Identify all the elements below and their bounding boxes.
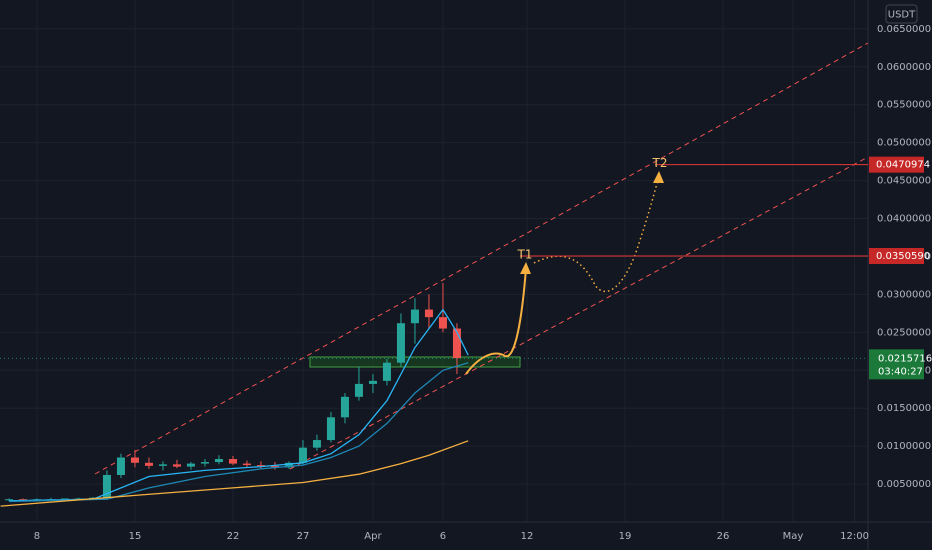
candle-body (102, 474, 111, 498)
x-tick-label: 6 (440, 531, 446, 542)
candle-body (116, 457, 125, 475)
target-price-label: 0.0470974 (876, 160, 930, 171)
candle-body (186, 463, 195, 467)
countdown-label: 03:40:27 (878, 366, 923, 377)
target-badge (869, 156, 924, 173)
candle-body (214, 459, 223, 463)
candle-body (298, 447, 307, 463)
x-tick-label: 8 (34, 531, 40, 542)
x-tick-label: 27 (297, 531, 310, 542)
y-tick-label: 0.0450000 (877, 176, 931, 187)
y-tick-label: 0.0050000 (877, 479, 931, 490)
target-name: T2 (652, 156, 668, 170)
support-zone (309, 356, 521, 368)
y-tick-label: 0.0550000 (877, 100, 931, 111)
candle-body (452, 328, 461, 359)
last-price-label: 0.0215716 (878, 353, 932, 364)
plot (0, 283, 469, 507)
candle-body (438, 317, 447, 329)
candle-body (326, 417, 335, 441)
moving-average (0, 440, 469, 507)
candle-body (354, 383, 363, 397)
candle-body (200, 462, 209, 464)
target-price-label: 0.0350590 (876, 251, 930, 262)
candle-body (242, 463, 251, 466)
candle-body (60, 498, 69, 500)
x-tick-label: 22 (227, 531, 240, 542)
x-tick-label: Apr (364, 531, 382, 542)
last-price-badge (869, 349, 924, 380)
candle-body (172, 464, 181, 467)
y-tick-label: 0.0400000 (877, 214, 931, 225)
channel-upper (94, 42, 869, 475)
y-tick-label: 0.0300000 (877, 289, 931, 300)
arrow-head (653, 171, 664, 183)
candle-body (368, 380, 377, 384)
projection-dotted (533, 179, 659, 293)
y-tick-label: 0.0500000 (877, 138, 931, 149)
candle-body (410, 309, 419, 324)
candle-body (382, 362, 391, 381)
y-tick-label: 0.0600000 (877, 62, 931, 73)
candle-body (284, 462, 293, 468)
candle-body (340, 396, 349, 418)
target-badge (869, 248, 924, 265)
candle-body (424, 309, 433, 318)
channel-lower (289, 156, 869, 470)
x-tick-label: 19 (619, 531, 632, 542)
currency-label: USDT (888, 10, 916, 21)
candle-body (158, 464, 167, 466)
grid (0, 0, 868, 522)
x-tick-label: 15 (129, 531, 142, 542)
y-tick-label: 0.0650000 (877, 24, 931, 35)
currency-badge[interactable] (885, 4, 918, 24)
candle-body (256, 465, 265, 467)
arrow-head (520, 262, 531, 274)
candle-body (130, 457, 139, 463)
candle-body (228, 459, 237, 464)
y-tick-label: 0.0100000 (877, 441, 931, 452)
x-tick-label: 12 (521, 531, 534, 542)
moving-average (8, 308, 469, 502)
moving-average (8, 362, 469, 503)
candle-body (18, 499, 27, 501)
x-tick-label: 26 (717, 531, 730, 542)
candle-body (312, 440, 321, 448)
candle-body (4, 499, 13, 501)
y-tick-label: 0.0250000 (877, 327, 931, 338)
x-tick-label: May (783, 531, 804, 542)
projection-arrow (465, 267, 527, 375)
candle-body (144, 462, 153, 466)
x-tick-label: 12:00 (840, 531, 869, 542)
target-name: T1 (517, 248, 533, 262)
y-tick-label: 0.0150000 (877, 403, 931, 414)
candle-body (396, 323, 405, 363)
candle-body (270, 465, 279, 468)
